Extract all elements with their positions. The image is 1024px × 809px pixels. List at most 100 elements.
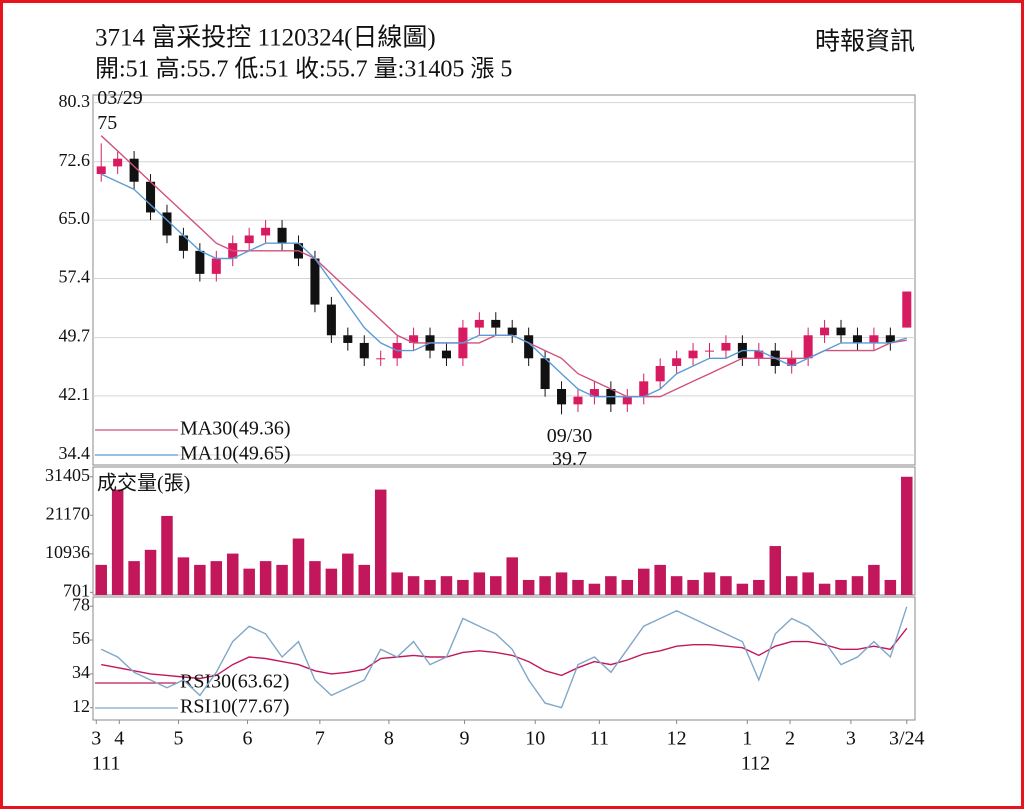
candle-body — [540, 358, 550, 390]
annotation-value: 39.7 — [552, 448, 587, 470]
chart-subtitle: 開:51 高:55.7 低:51 收:55.7 量:31405 漲 5 — [95, 56, 512, 83]
candle-body — [557, 389, 567, 405]
y-tick-label: 65.0 — [59, 208, 91, 228]
chart-title: 3714 富采投控 1120324(日線圖) — [95, 24, 436, 52]
volume-bar — [868, 564, 880, 595]
candle-body — [113, 158, 123, 167]
volume-bar — [342, 553, 354, 595]
volume-bar — [654, 564, 666, 595]
candle-body — [639, 381, 649, 397]
candle-body — [211, 258, 221, 274]
candle-body — [836, 327, 846, 336]
volume-bar — [835, 579, 847, 595]
y-tick-label: 701 — [63, 580, 90, 600]
candle-body — [343, 335, 353, 343]
volume-bar — [522, 579, 535, 595]
volume-bar — [851, 576, 864, 595]
annotation-date: 09/30 — [547, 425, 593, 447]
volume-bar — [588, 583, 601, 595]
volume-bar — [539, 576, 551, 595]
volume-bar — [753, 579, 765, 595]
candle-body — [359, 342, 369, 359]
volume-bar — [128, 561, 140, 595]
volume-bar — [802, 572, 814, 595]
volume-bar — [670, 576, 683, 595]
x-tick-label: 5 — [173, 728, 183, 750]
series-line — [101, 627, 908, 680]
volume-bar — [736, 583, 749, 595]
candle-body — [573, 396, 583, 405]
volume-bar — [720, 576, 732, 595]
series-line — [100, 173, 907, 398]
volume-bar — [901, 476, 913, 595]
y-tick-label: 31405 — [45, 465, 90, 485]
candle-body — [672, 358, 682, 366]
candle-body — [261, 227, 271, 236]
volume-bar — [637, 568, 650, 595]
y-tick-label: 10936 — [45, 542, 90, 562]
legend-label: MA10(49.65) — [180, 443, 291, 465]
candle-body — [195, 250, 205, 274]
panel-title: 成交量(張) — [97, 472, 190, 495]
y-tick-label: 34 — [72, 662, 90, 682]
series-line — [100, 606, 908, 709]
x-tick-label: 9 — [460, 728, 470, 750]
x-tick-label: 2 — [785, 728, 795, 750]
volume-bar — [407, 576, 420, 595]
candle-body — [622, 396, 632, 405]
volume-bar — [490, 576, 502, 595]
x-tick-label: 3/24 — [889, 728, 925, 750]
legend-label: RSI30(63.62) — [180, 671, 289, 693]
volume-bar — [440, 576, 453, 595]
volume-bar — [259, 561, 272, 595]
candle-body — [474, 319, 484, 328]
y-tick-label: 49.7 — [59, 326, 91, 346]
volume-bar — [358, 564, 371, 595]
volume-bar — [309, 561, 321, 595]
volume-bar — [391, 572, 403, 595]
y-tick-label: 80.3 — [59, 91, 91, 111]
candle-body — [441, 350, 451, 359]
candle-body — [803, 335, 813, 359]
volume-bar — [818, 583, 831, 595]
x-tick-label: 3 — [91, 728, 101, 750]
volume-bar — [572, 579, 584, 595]
candle-body — [409, 335, 419, 343]
volume-bar — [506, 557, 518, 595]
y-tick-label: 72.6 — [59, 150, 91, 170]
candle-body — [820, 327, 830, 336]
candle-body — [589, 389, 599, 397]
candle-body — [162, 212, 172, 236]
candle-body — [277, 227, 287, 244]
annotation-value: 75 — [97, 112, 117, 134]
legend-label: RSI10(77.67) — [180, 696, 289, 718]
volume-bar — [177, 557, 190, 595]
x-tick-label: 10 — [525, 728, 545, 750]
candle-body — [524, 335, 534, 359]
candle-body — [885, 335, 895, 343]
volume-bar — [243, 568, 255, 595]
volume-bar — [111, 489, 124, 595]
candle-body — [507, 327, 517, 336]
rsi-panel — [92, 596, 916, 721]
volume-bar — [374, 489, 387, 595]
volume-bar — [621, 579, 634, 595]
annotation-date: 03/29 — [97, 87, 143, 109]
candle-body — [129, 158, 139, 182]
x-tick-label: 6 — [243, 728, 253, 750]
x-tick-label: 12 — [667, 728, 687, 750]
volume-bar — [785, 576, 798, 595]
volume-bar — [473, 572, 486, 595]
volume-bar — [457, 579, 469, 595]
y-tick-label: 42.1 — [59, 384, 91, 404]
y-tick-label: 21170 — [46, 503, 90, 523]
x-tick-label: 1 — [742, 728, 752, 750]
candle-body — [869, 335, 879, 343]
volume-bar — [276, 564, 288, 595]
year-label: 112 — [741, 753, 770, 775]
volume-bar — [703, 572, 716, 595]
candle-body — [721, 342, 731, 351]
volume-bar — [884, 579, 897, 595]
